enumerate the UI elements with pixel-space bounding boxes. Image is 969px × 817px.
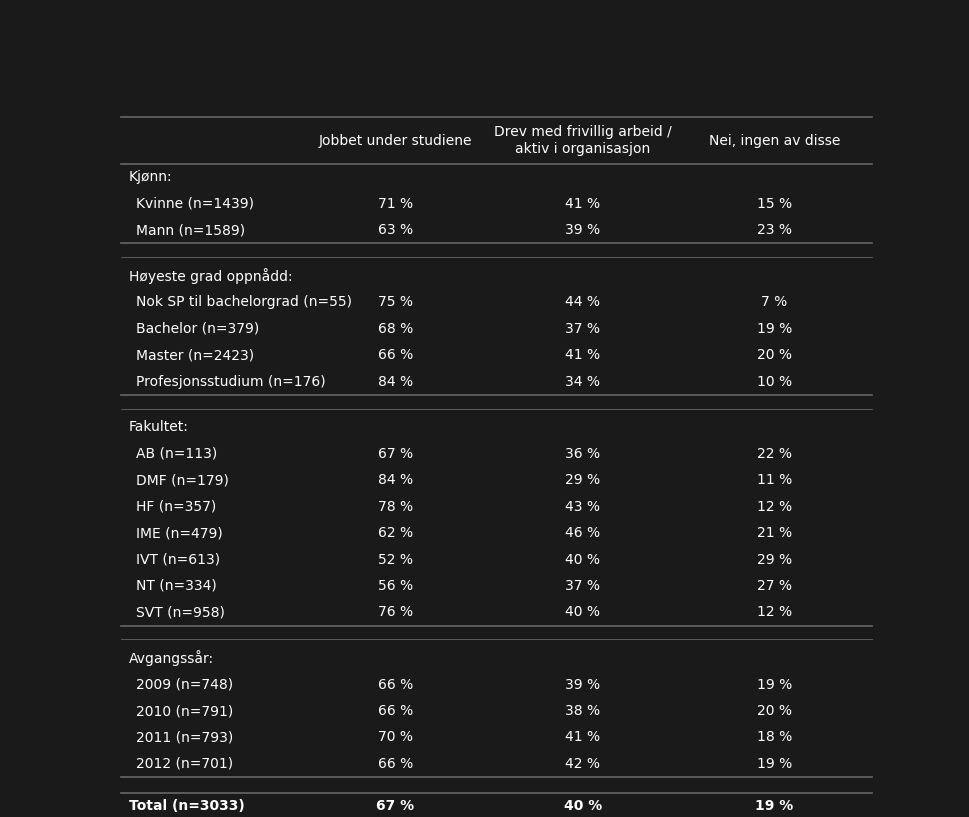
Text: Profesjonsstudium (n=176): Profesjonsstudium (n=176) [136, 375, 326, 389]
Text: DMF (n=179): DMF (n=179) [136, 473, 229, 487]
Text: 19 %: 19 % [757, 677, 792, 692]
Text: NT (n=334): NT (n=334) [136, 579, 217, 593]
Text: 2009 (n=748): 2009 (n=748) [136, 677, 234, 692]
Text: 75 %: 75 % [378, 296, 413, 310]
Text: IME (n=479): IME (n=479) [136, 526, 223, 540]
Text: 66 %: 66 % [378, 704, 413, 718]
Text: 38 %: 38 % [566, 704, 601, 718]
Text: 22 %: 22 % [757, 447, 792, 461]
Text: Nei, ingen av disse: Nei, ingen av disse [708, 133, 840, 148]
Text: 40 %: 40 % [566, 552, 601, 566]
Text: 29 %: 29 % [757, 552, 792, 566]
Text: HF (n=357): HF (n=357) [136, 500, 216, 514]
Text: 41 %: 41 % [566, 348, 601, 362]
Text: Kvinne (n=1439): Kvinne (n=1439) [136, 197, 254, 211]
Text: Master (n=2423): Master (n=2423) [136, 348, 254, 362]
Text: 66 %: 66 % [378, 757, 413, 771]
Text: 39 %: 39 % [566, 677, 601, 692]
Text: 63 %: 63 % [378, 223, 413, 237]
Text: 37 %: 37 % [566, 322, 601, 336]
Text: 19 %: 19 % [757, 322, 792, 336]
Text: 10 %: 10 % [757, 375, 792, 389]
Text: Nok SP til bachelorgrad (n=55): Nok SP til bachelorgrad (n=55) [136, 296, 352, 310]
Text: 19 %: 19 % [756, 799, 794, 813]
Text: Total (n=3033): Total (n=3033) [129, 799, 244, 813]
Text: 23 %: 23 % [757, 223, 792, 237]
Text: Høyeste grad oppnådd:: Høyeste grad oppnådd: [129, 268, 293, 284]
Text: 68 %: 68 % [378, 322, 413, 336]
Text: 44 %: 44 % [566, 296, 601, 310]
Text: 34 %: 34 % [566, 375, 601, 389]
Text: 46 %: 46 % [566, 526, 601, 540]
Text: 7 %: 7 % [762, 296, 788, 310]
Text: 78 %: 78 % [378, 500, 413, 514]
Text: 27 %: 27 % [757, 579, 792, 593]
Text: 2010 (n=791): 2010 (n=791) [136, 704, 234, 718]
Text: Fakultet:: Fakultet: [129, 421, 189, 435]
Text: Mann (n=1589): Mann (n=1589) [136, 223, 245, 237]
Text: 66 %: 66 % [378, 677, 413, 692]
Text: Bachelor (n=379): Bachelor (n=379) [136, 322, 260, 336]
Text: 20 %: 20 % [757, 704, 792, 718]
Text: 20 %: 20 % [757, 348, 792, 362]
Text: 66 %: 66 % [378, 348, 413, 362]
Text: IVT (n=613): IVT (n=613) [136, 552, 220, 566]
Text: 19 %: 19 % [757, 757, 792, 771]
Text: Kjønn:: Kjønn: [129, 170, 172, 185]
Text: Drev med frivillig arbeid /
aktiv i organisasjon: Drev med frivillig arbeid / aktiv i orga… [494, 125, 672, 155]
Text: 2011 (n=793): 2011 (n=793) [136, 730, 234, 744]
Text: 70 %: 70 % [378, 730, 413, 744]
Text: SVT (n=958): SVT (n=958) [136, 605, 225, 619]
Text: 12 %: 12 % [757, 500, 792, 514]
Text: 12 %: 12 % [757, 605, 792, 619]
Text: AB (n=113): AB (n=113) [136, 447, 217, 461]
Text: 67 %: 67 % [378, 447, 413, 461]
Text: 71 %: 71 % [378, 197, 413, 211]
Text: 40 %: 40 % [564, 799, 602, 813]
Text: Avgangssår:: Avgangssår: [129, 650, 214, 666]
Text: 11 %: 11 % [757, 473, 792, 487]
Text: 42 %: 42 % [566, 757, 601, 771]
Text: 84 %: 84 % [378, 473, 413, 487]
Text: 40 %: 40 % [566, 605, 601, 619]
Text: 2012 (n=701): 2012 (n=701) [136, 757, 234, 771]
Text: Jobbet under studiene: Jobbet under studiene [319, 133, 472, 148]
Text: 52 %: 52 % [378, 552, 413, 566]
Text: 67 %: 67 % [376, 799, 415, 813]
Text: 41 %: 41 % [566, 197, 601, 211]
Text: 18 %: 18 % [757, 730, 792, 744]
Text: 62 %: 62 % [378, 526, 413, 540]
Text: 36 %: 36 % [566, 447, 601, 461]
Text: 56 %: 56 % [378, 579, 413, 593]
Text: 39 %: 39 % [566, 223, 601, 237]
Text: 76 %: 76 % [378, 605, 413, 619]
Text: 43 %: 43 % [566, 500, 601, 514]
Text: 37 %: 37 % [566, 579, 601, 593]
Text: 84 %: 84 % [378, 375, 413, 389]
Text: 15 %: 15 % [757, 197, 792, 211]
Text: 29 %: 29 % [566, 473, 601, 487]
Text: 21 %: 21 % [757, 526, 792, 540]
Text: 41 %: 41 % [566, 730, 601, 744]
